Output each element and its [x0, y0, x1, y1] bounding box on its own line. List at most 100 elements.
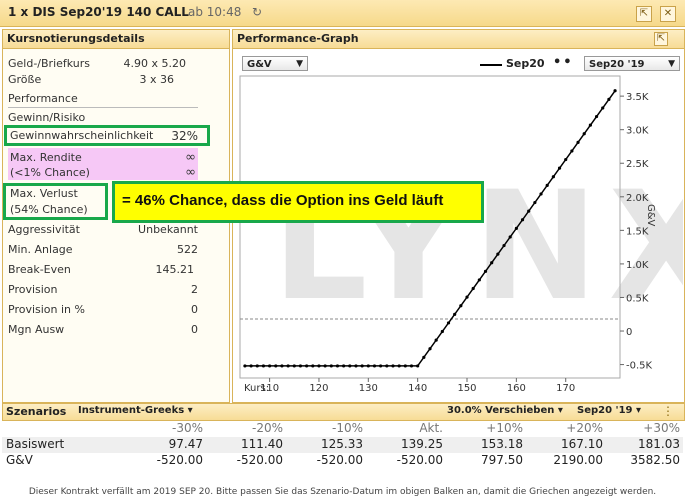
series-point — [261, 364, 266, 368]
series-point — [354, 364, 358, 368]
table-cell: 797.50 — [481, 453, 523, 467]
x-tick-label: 150 — [457, 383, 476, 394]
series-point — [582, 132, 586, 136]
series-point — [557, 166, 562, 170]
row-aggressiveness-value: Unbekannt — [138, 223, 198, 236]
series-point — [533, 200, 537, 205]
refresh-icon[interactable]: ↻ — [252, 5, 263, 19]
series-point — [428, 347, 432, 351]
series-point — [311, 364, 315, 368]
expiry-select-value: Sep20 '19 — [589, 59, 645, 70]
row-bid-ask-value: 4.90 x 5.20 — [123, 57, 187, 70]
legend-series-label: Sep20 — [506, 57, 545, 70]
series-point — [490, 261, 494, 265]
row-max-loss-label: Max. Verlust — [10, 187, 78, 200]
series-point — [385, 364, 389, 368]
expiry-select[interactable]: Sep20 '19 ▼ — [584, 56, 680, 71]
metric-select[interactable]: G&V ▼ — [242, 56, 308, 71]
performance-chart: LYNX 110 120 130 140 150 160 1703.5K3.0K2.5K2.… — [239, 75, 683, 394]
column-header: +30% — [643, 421, 680, 435]
y-axis-label: G&V — [645, 204, 656, 227]
x-tick-label: 140 — [408, 383, 427, 394]
quote-details-header: Kursnotierungsdetails — [3, 30, 229, 49]
table-cell: 139.25 — [401, 437, 443, 451]
row-probability-label: Gewinnwahrscheinlichkeit — [10, 129, 154, 142]
series-point — [520, 218, 525, 222]
expand-icon[interactable]: ⇱ — [654, 32, 668, 46]
column-header: -20% — [251, 421, 283, 435]
series-point — [564, 157, 568, 162]
series-point — [502, 243, 506, 248]
y-tick-label: 3.0K — [626, 126, 649, 137]
series-point — [409, 364, 414, 368]
series-point — [348, 364, 352, 368]
row-margin-label: Mgn Ausw — [8, 323, 65, 336]
window-title: 1 x DIS Sep20'19 140 CALL — [8, 5, 189, 19]
row-commission-pct-label: Provision in % — [8, 303, 85, 316]
series-point — [397, 364, 401, 368]
more-icon[interactable]: ⋮ — [662, 404, 674, 418]
quote-time: ab 10:48 — [188, 5, 242, 19]
column-header: -10% — [331, 421, 363, 435]
series-point — [434, 338, 438, 342]
row-aggressiveness-label: Aggressivität — [8, 223, 80, 236]
series-point — [483, 269, 488, 273]
series-point — [274, 364, 278, 368]
series-point — [446, 321, 451, 325]
y-tick-label: -0.5K — [626, 361, 653, 372]
shift-select[interactable]: 30.0% Verschieben ▾ — [447, 405, 563, 416]
series-point — [298, 364, 303, 368]
x-tick-label: 130 — [359, 383, 378, 394]
plot-frame — [239, 75, 621, 379]
series-point — [280, 364, 284, 368]
series-point — [372, 364, 377, 368]
series-point — [391, 364, 395, 368]
series-point — [422, 355, 426, 359]
row-max-return-value: ∞ — [185, 150, 196, 165]
column-header: Akt. — [419, 421, 443, 435]
detach-icon[interactable]: ⇱ — [636, 6, 652, 22]
highlight-max-loss-box — [3, 183, 108, 220]
table-cell: -520.00 — [396, 453, 443, 467]
series-point — [323, 364, 327, 368]
x-tick-label: 160 — [507, 383, 526, 394]
table-cell: 153.18 — [481, 437, 523, 451]
x-tick-label: 170 — [556, 383, 575, 394]
title-bar: 1 x DIS Sep20'19 140 CALL ab 10:48 ↻ ⇱ ✕ — [0, 0, 685, 27]
series-point — [613, 89, 617, 93]
chevron-down-icon: ▾ — [636, 405, 642, 416]
series-point — [335, 364, 340, 368]
row-min-investment-value: 522 — [177, 243, 198, 256]
row-commission-value: 2 — [191, 283, 198, 296]
scenario-expiry-select[interactable]: Sep20 '19 ▾ — [577, 405, 641, 416]
chevron-down-icon: ▾ — [557, 405, 563, 416]
row-underlying-label: Basiswert — [6, 437, 65, 451]
x-axis-prefix: Kurs: — [244, 383, 269, 394]
series-point — [416, 364, 420, 368]
scenario-mode-select[interactable]: Instrument-Greeks ▾ — [78, 405, 193, 416]
series-point — [459, 304, 463, 308]
table-cell: -520.00 — [236, 453, 283, 467]
row-bid-ask-label: Geld-/Briefkurs — [8, 57, 91, 70]
table-cell: 167.10 — [561, 437, 603, 451]
row-min-investment-label: Min. Anlage — [8, 243, 73, 256]
table-cell: 181.03 — [638, 437, 680, 451]
series-point — [453, 312, 457, 316]
close-icon[interactable]: ✕ — [660, 6, 676, 22]
series-point — [576, 140, 580, 144]
y-tick-label: 1.5K — [626, 226, 649, 237]
chevron-down-icon: ▾ — [187, 405, 193, 416]
annotation-callout — [112, 181, 484, 223]
table-cell: 3582.50 — [630, 453, 680, 467]
legend-dots-icon: •• — [553, 55, 574, 70]
series-point — [477, 278, 481, 282]
row-profit-risk-label: Gewinn/Risiko — [8, 111, 86, 124]
row-size-label: Größe — [8, 73, 42, 86]
series-point — [255, 364, 259, 368]
expiry-note: Dieser Kontrakt verfällt am 2019 SEP 20.… — [28, 487, 657, 497]
legend-line-icon — [480, 64, 502, 66]
series-point — [403, 364, 407, 368]
series-point — [545, 183, 549, 187]
chevron-down-icon: ▼ — [296, 59, 303, 69]
scenario-mode-value: Instrument-Greeks — [78, 405, 185, 416]
